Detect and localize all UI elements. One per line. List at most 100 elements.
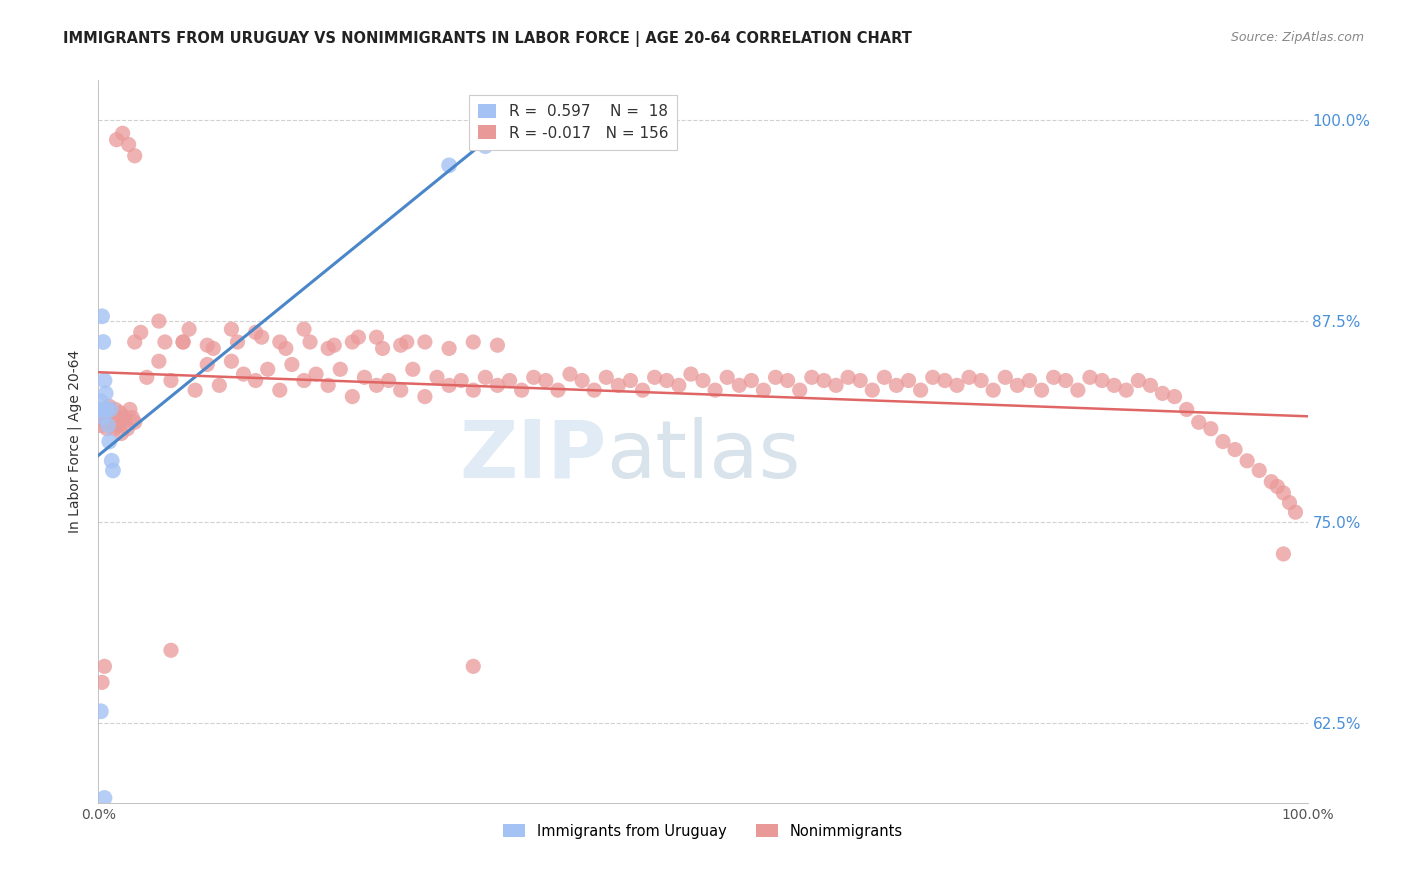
Point <box>93 402 115 417</box>
Point <box>250 330 273 344</box>
Point <box>153 334 176 349</box>
Point <box>245 326 267 340</box>
Point <box>107 418 129 433</box>
Point <box>740 374 762 388</box>
Point <box>353 370 375 384</box>
Point <box>1278 495 1301 509</box>
Point <box>347 330 370 344</box>
Point <box>692 374 714 388</box>
Point <box>208 378 231 392</box>
Point <box>195 358 218 372</box>
Point <box>148 354 170 368</box>
Point <box>1031 383 1053 397</box>
Text: atlas: atlas <box>606 417 800 495</box>
Point <box>1102 378 1125 392</box>
Point <box>1078 370 1101 384</box>
Point <box>837 370 859 384</box>
Point <box>921 370 943 384</box>
Point <box>558 367 581 381</box>
Point <box>789 383 811 397</box>
Point <box>232 367 254 381</box>
Point <box>583 383 606 397</box>
Point <box>607 378 630 392</box>
Point <box>118 137 141 152</box>
Point <box>619 374 641 388</box>
Point <box>595 370 617 384</box>
Point <box>101 463 124 477</box>
Point <box>1223 442 1246 457</box>
Point <box>366 330 388 344</box>
Text: Source: ZipAtlas.com: Source: ZipAtlas.com <box>1230 31 1364 45</box>
Point <box>1272 547 1295 561</box>
Point <box>160 374 183 388</box>
Point <box>813 374 835 388</box>
Point <box>1091 374 1114 388</box>
Point <box>245 374 267 388</box>
Point <box>160 643 183 657</box>
Point <box>463 334 485 349</box>
Point <box>98 399 121 413</box>
Point <box>994 370 1017 384</box>
Point <box>93 659 115 673</box>
Point <box>668 378 690 392</box>
Text: IMMIGRANTS FROM URUGUAY VS NONIMMIGRANTS IN LABOR FORCE | AGE 20-64 CORRELATION : IMMIGRANTS FROM URUGUAY VS NONIMMIGRANTS… <box>63 31 912 47</box>
Point <box>825 378 848 392</box>
Point <box>342 334 364 349</box>
Point <box>100 406 122 420</box>
Point <box>108 406 131 420</box>
Point <box>765 370 787 384</box>
Point <box>934 374 956 388</box>
Point <box>1018 374 1040 388</box>
Point <box>124 149 146 163</box>
Point <box>474 370 496 384</box>
Point <box>91 334 114 349</box>
Point <box>316 342 339 356</box>
Point <box>94 386 117 401</box>
Point <box>101 415 124 429</box>
Point <box>413 334 436 349</box>
Point <box>124 415 146 429</box>
Point <box>97 418 120 433</box>
Point <box>571 374 593 388</box>
Point <box>800 370 823 384</box>
Point <box>91 310 114 324</box>
Point <box>104 402 127 417</box>
Point <box>110 426 132 441</box>
Point <box>305 367 328 381</box>
Point <box>510 383 533 397</box>
Point <box>534 374 557 388</box>
Point <box>426 370 449 384</box>
Point <box>274 342 297 356</box>
Point <box>316 378 339 392</box>
Point <box>91 675 114 690</box>
Point <box>486 378 509 392</box>
Point <box>108 415 131 429</box>
Point <box>1212 434 1234 449</box>
Point <box>1115 383 1137 397</box>
Point <box>716 370 738 384</box>
Point <box>281 358 304 372</box>
Point <box>111 126 134 140</box>
Point <box>1152 386 1174 401</box>
Point <box>111 415 134 429</box>
Point <box>679 367 702 381</box>
Point <box>389 383 412 397</box>
Point <box>450 374 472 388</box>
Point <box>1139 378 1161 392</box>
Point <box>728 378 751 392</box>
Point <box>413 390 436 404</box>
Point <box>103 422 125 436</box>
Point <box>1067 383 1090 397</box>
Point <box>96 402 118 417</box>
Point <box>377 374 399 388</box>
Point <box>91 406 114 420</box>
Point <box>437 378 460 392</box>
Y-axis label: In Labor Force | Age 20-64: In Labor Force | Age 20-64 <box>67 350 83 533</box>
Point <box>135 370 157 384</box>
Point <box>121 410 143 425</box>
Point <box>114 410 136 425</box>
Text: ZIP: ZIP <box>458 417 606 495</box>
Point <box>292 374 315 388</box>
Point <box>498 374 520 388</box>
Point <box>299 334 322 349</box>
